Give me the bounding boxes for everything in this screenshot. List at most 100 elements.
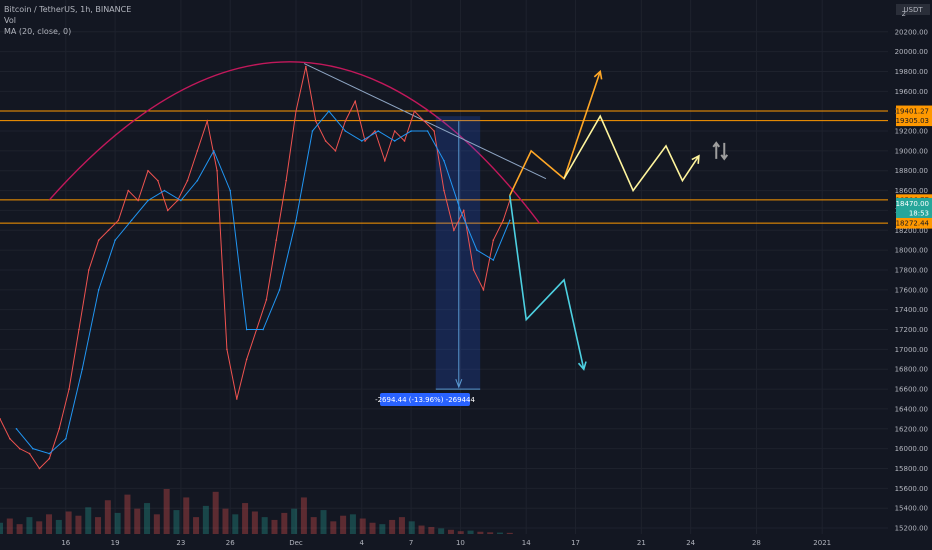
ma-line-point (344, 130, 347, 132)
volume-bar (36, 521, 43, 534)
price-tick-label: 18200.00 (895, 227, 928, 235)
price-line-point (226, 348, 228, 351)
price-tick-label: 19000.00 (895, 147, 928, 155)
volume-bar (251, 511, 258, 534)
price-line-point (364, 140, 366, 142)
volume-bar (487, 532, 494, 534)
price-line-point (147, 169, 149, 172)
ma-line-point (32, 447, 34, 450)
bearish-path (508, 195, 585, 370)
volume-bar (359, 518, 366, 534)
price-line-point (206, 120, 208, 122)
ma-line-point (130, 219, 133, 222)
volume-bar (55, 519, 62, 534)
volume-bar (477, 531, 484, 534)
price-tick-label: 16600.00 (895, 386, 928, 394)
price-line-point (48, 457, 51, 460)
price-line-point (97, 239, 100, 242)
price-line-point (393, 130, 396, 132)
price-line-point (285, 179, 287, 182)
volume-bar (261, 517, 268, 534)
volume-bar (271, 519, 278, 534)
price-line-point (472, 269, 475, 271)
date-tick-label: 21 (637, 539, 646, 547)
price-line-point (88, 269, 90, 271)
price-line-point (275, 239, 278, 242)
ma-line-point (212, 150, 215, 152)
volume-bar (0, 522, 3, 534)
rounding-arc-path (48, 61, 540, 224)
ma-line-point (311, 130, 314, 132)
symbol-title[interactable]: Bitcoin / TetherUS, 1h, BINANCE (4, 5, 132, 14)
neutral-path-head (691, 154, 700, 164)
ma-line-point (443, 159, 445, 162)
volume-bar (310, 517, 317, 534)
bearish-path-head (577, 361, 587, 371)
date-tick-label: 24 (686, 539, 695, 547)
price-tick-label: 15200.00 (895, 525, 928, 533)
price-line-point (344, 120, 347, 122)
price-line-point (236, 398, 238, 400)
legend: Bitcoin / TetherUS, 1h, BINANCE Vol MA (… (4, 4, 131, 37)
price-line-point (354, 100, 357, 103)
price-series (0, 63, 547, 470)
price-line-point (403, 140, 406, 142)
date-tick-label: 16 (61, 539, 70, 547)
time-axis[interactable]: 16 19 23 26 Dec 4 7 10 14 17 21 24 28 2021 (0, 534, 888, 550)
price-line-point (374, 130, 376, 132)
price-line-point (186, 179, 189, 182)
currency-badge (896, 4, 930, 15)
date-tick-label: 10 (456, 539, 465, 547)
price-line-point (462, 209, 465, 212)
trend-line (304, 63, 547, 180)
price-line-point (9, 437, 11, 440)
ma-line-point (262, 328, 264, 331)
volume-bar (349, 514, 356, 534)
level-badge (896, 217, 932, 229)
level-badge-label: 19401.27 (896, 108, 929, 116)
volume-bar (75, 515, 82, 534)
volume-bar (467, 530, 474, 534)
bullish-path (509, 71, 601, 196)
volume-legend[interactable]: Vol (4, 16, 16, 25)
ma-line-point (48, 452, 51, 455)
price-line-point (18, 447, 21, 450)
price-line-point (433, 130, 435, 132)
price-line-point (314, 120, 317, 122)
price-tick-label: 16800.00 (895, 366, 928, 374)
ma-line-point (393, 140, 396, 142)
ma-line-point (426, 130, 429, 132)
level-badge (896, 115, 932, 127)
volume-bar (173, 510, 180, 534)
ma-line-point (163, 189, 166, 192)
price-line-point (305, 65, 307, 68)
price-axis-bg (888, 0, 932, 550)
volume-bar (428, 526, 435, 534)
measure-tool: -2694.44 (-13.96%) -269444 (375, 116, 481, 406)
price-axis[interactable]: 15200.00 15400.00 15600.00 15800.00 16000.00… (888, 0, 932, 550)
volume-bar (85, 507, 92, 534)
up-down-arrows-icon (712, 141, 729, 161)
price-line-point (295, 110, 297, 112)
date-tick-label: 14 (522, 539, 531, 547)
volume-bar (193, 517, 200, 534)
volume-bar (506, 532, 513, 534)
ma-legend[interactable]: MA (20, close, 0) (4, 27, 72, 36)
price-line-point (117, 219, 120, 222)
volume-bar (408, 521, 415, 534)
price-line-point (78, 328, 80, 331)
ma-line-point (245, 328, 248, 331)
ma-line-point (81, 368, 84, 371)
price-line-point (127, 189, 130, 192)
measure-box (435, 116, 481, 390)
ma-line-point (15, 427, 18, 430)
date-tick-label: Dec (289, 539, 303, 547)
volume-bar (46, 514, 53, 534)
ma-line-point (459, 209, 462, 212)
price-tick-label: 18600.00 (895, 187, 928, 195)
price-line-point (107, 229, 110, 232)
volume-bar (369, 522, 376, 534)
volume-bar (457, 531, 464, 534)
current-price-badge (896, 197, 932, 218)
